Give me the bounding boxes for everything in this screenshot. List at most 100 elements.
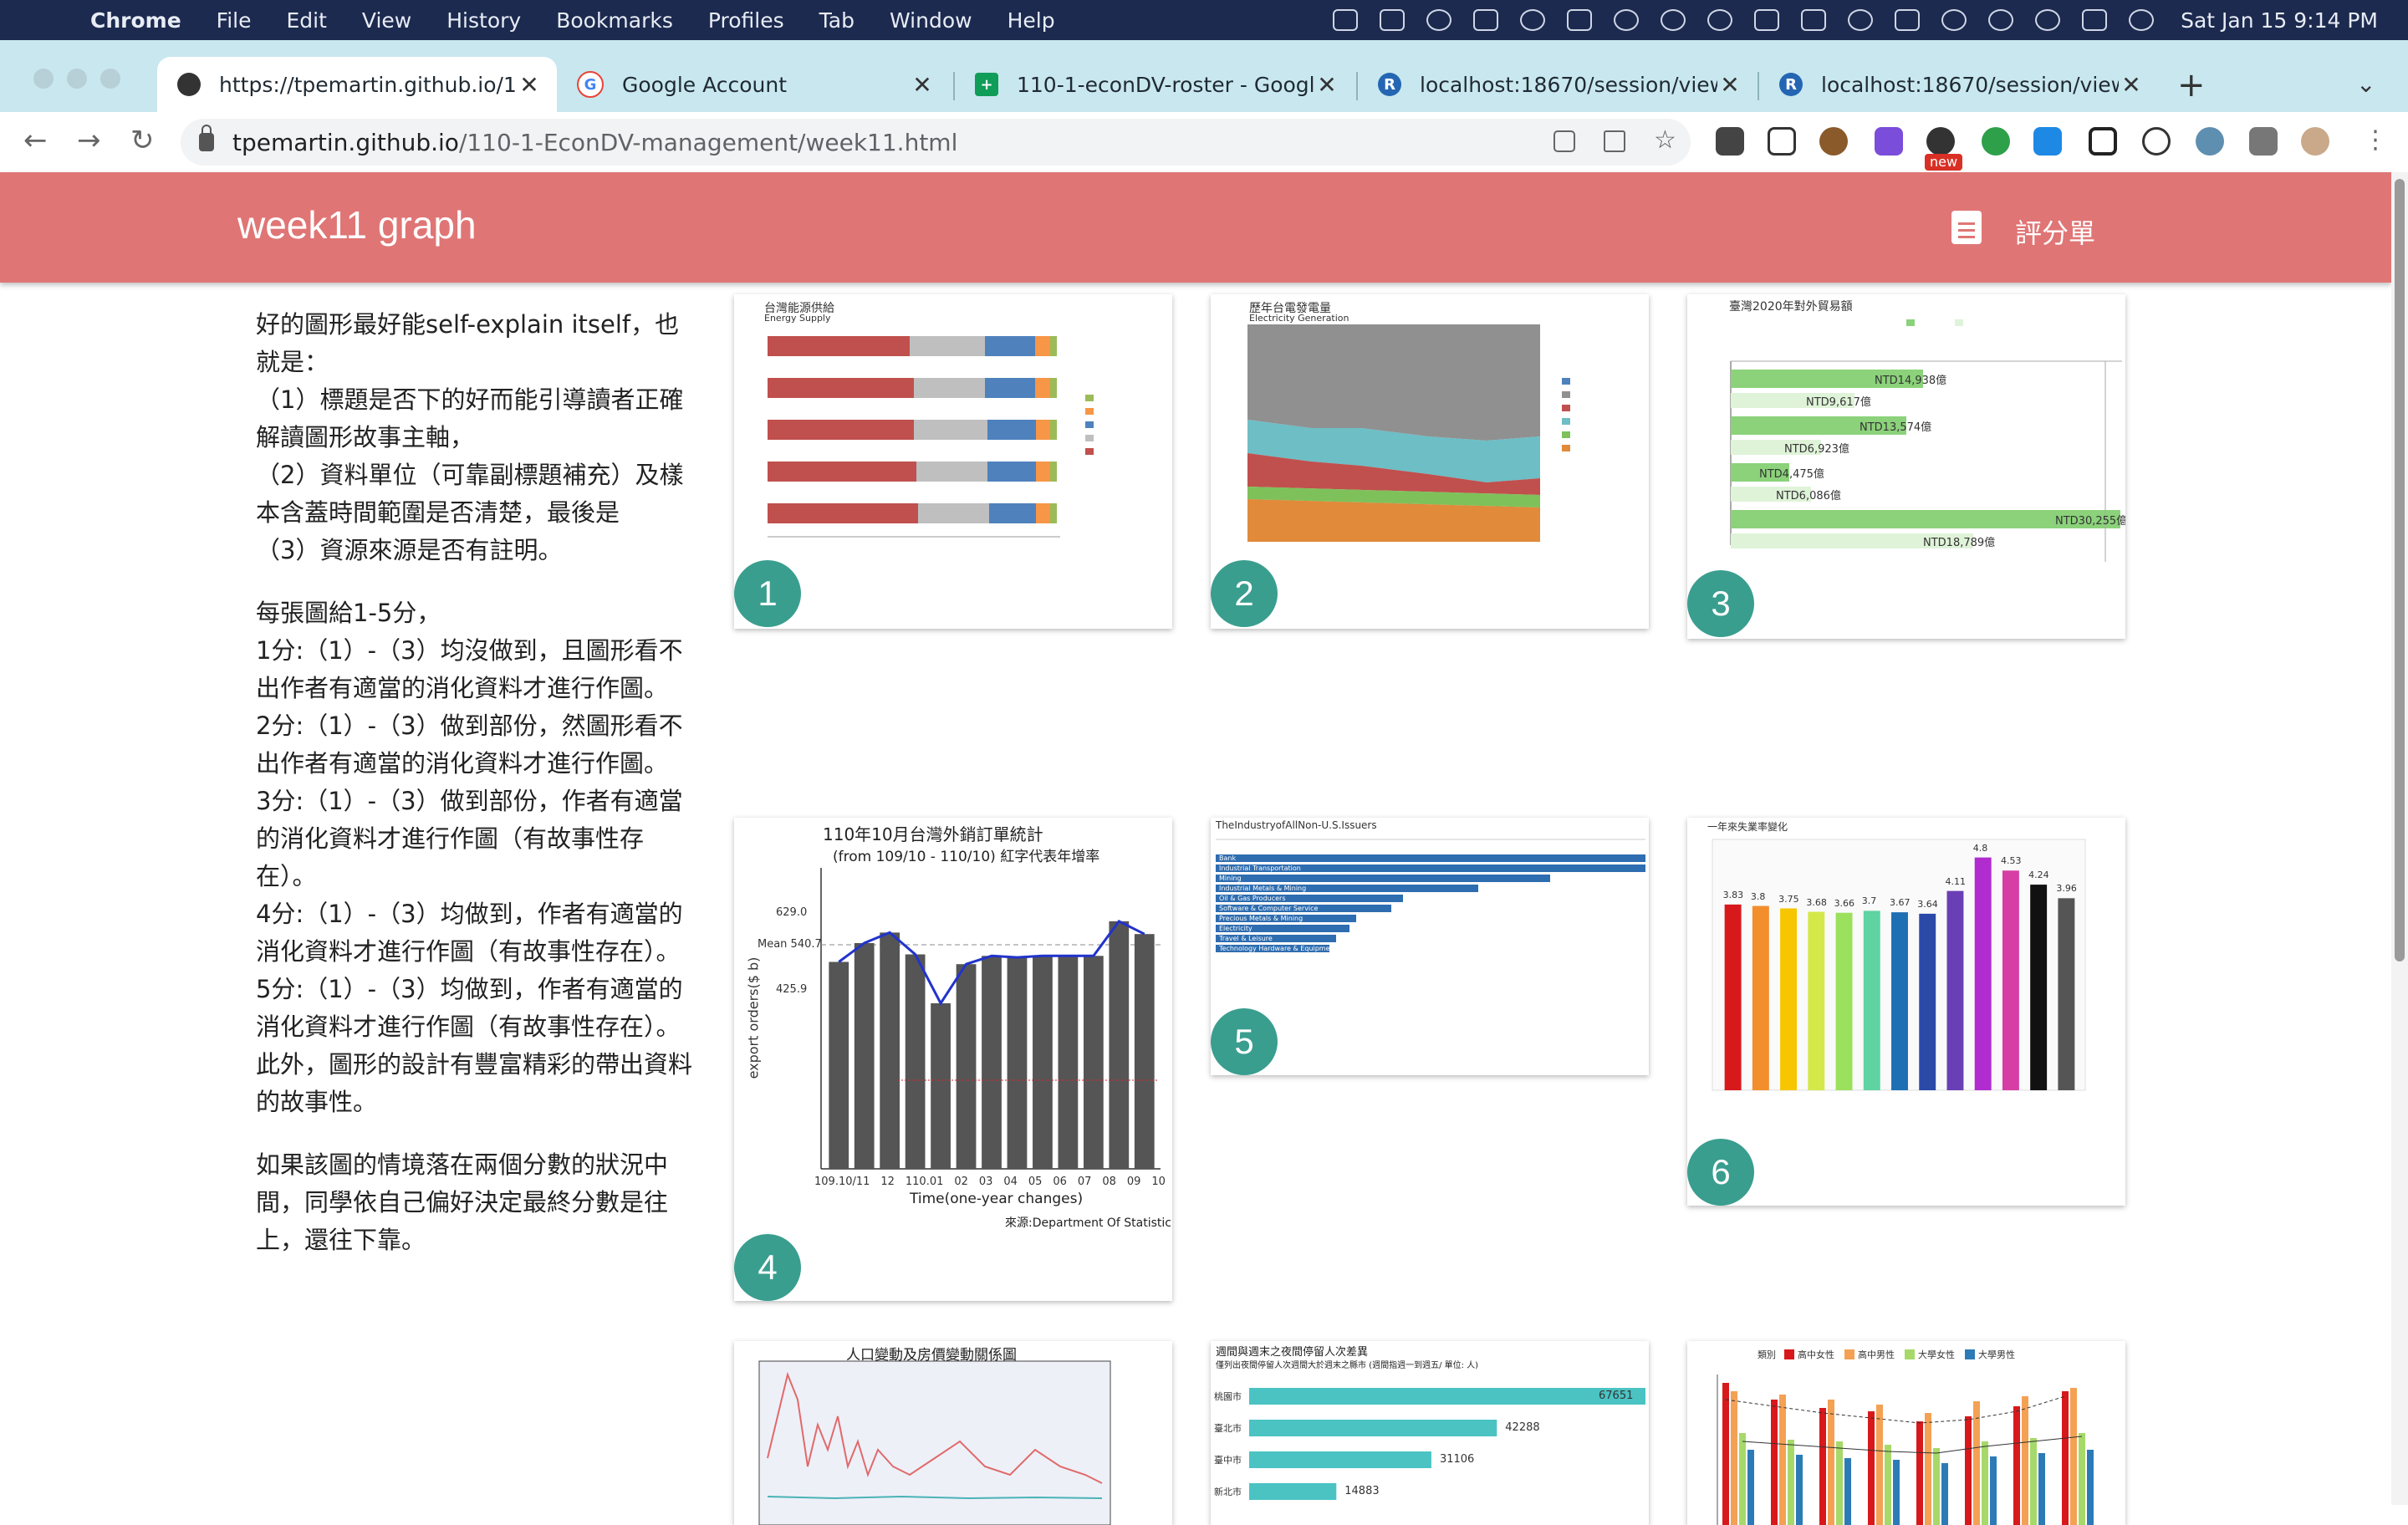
tab-localhost-2[interactable]: R localhost:18670/session/viewht ✕ [1759,57,2159,112]
pip-ext-icon[interactable] [1768,127,1796,156]
status-app-icon[interactable] [1333,9,1359,31]
user-icon[interactable] [1988,9,2014,31]
apple-icon[interactable] [28,6,57,34]
close-tab-icon[interactable]: ✕ [912,70,932,99]
graph-card-6[interactable]: 一年來失業率變化 3.83 3.8 3.75 3.68 3.66 3.7 3.67 3.64 4… [1687,818,2125,1206]
scrollbar-thumb[interactable] [2395,179,2405,961]
translate-icon[interactable] [1553,130,1575,152]
tab-localhost-1[interactable]: R localhost:18670/session/viewht ✕ [1358,57,1758,112]
bar-label: Bank [1219,854,1237,862]
window-zoom-button[interactable] [100,69,120,89]
close-tab-icon[interactable]: ✕ [519,70,539,99]
menu-help[interactable]: Help [1007,8,1055,33]
page-title[interactable]: week11 graph [237,203,477,247]
owl-ext-icon[interactable] [1819,127,1848,156]
menu-view[interactable]: View [361,8,412,33]
legend [1562,378,1570,451]
page-header: week11 graph 評分單 [0,172,2391,283]
export-bar [1033,956,1053,1169]
airdrop-icon[interactable] [1707,9,1733,31]
graph-card-2[interactable]: 歷年台電發電量 Electricity Generation 2 [1211,294,1649,629]
menu-clock[interactable]: Sat Jan 15 9:14 PM [2181,8,2378,33]
forward-icon[interactable]: → [77,124,101,157]
profile-avatar[interactable] [2301,127,2329,156]
graph-6-plot [1712,839,2086,1091]
bitly-ext-icon[interactable] [1875,127,1903,156]
export-bar [982,956,1002,1169]
value-label: 31106 [1439,1453,1475,1466]
wifi-icon[interactable] [1941,9,1967,31]
window-minimize-button[interactable] [67,69,87,89]
bluetooth-icon[interactable] [1848,9,1874,31]
address-bar[interactable]: tpemartin.github.io /110-1-EconDV-manage… [181,119,1691,166]
star-icon[interactable]: ☆ [1654,125,1676,155]
sheets-icon: + [975,73,998,96]
grammar-ext-icon[interactable] [1982,127,2010,156]
menu-app-name[interactable]: Chrome [90,8,181,33]
menu-profiles[interactable]: Profiles [707,8,784,33]
back-icon[interactable]: ← [23,124,48,157]
dropbox-icon[interactable] [1380,9,1406,31]
sync-icon[interactable] [1426,9,1452,31]
bar-label: Software & Computer Service [1219,905,1319,912]
menu-window[interactable]: Window [889,8,972,33]
status-app-icon[interactable] [1473,9,1499,31]
ext-icon[interactable] [2196,127,2224,156]
menu-tab[interactable]: Tab [819,8,855,33]
close-tab-icon[interactable]: ✕ [1720,70,1740,99]
value-label: 4.53 [2000,855,2022,867]
tab-week11[interactable]: https://tpemartin.github.io/110- ✕ [157,57,557,112]
puzzle-icon[interactable] [2249,127,2278,156]
hypothesis-ext-icon[interactable] [1716,127,1744,156]
legend-item: 高中女性 [1798,1349,1834,1360]
ext-icon[interactable] [1926,127,1955,156]
value-label: 3.83 [1722,889,1744,900]
battery-icon[interactable] [1895,9,1921,31]
grading-sheet-link[interactable]: 評分單 [2015,217,2096,249]
x-tick: 110.01 [905,1176,944,1188]
tab-roster-sheet[interactable]: + 110-1-econDV-roster - Google ✕ [955,57,1354,112]
siri-icon[interactable] [2129,9,2155,31]
image-capture-icon[interactable] [1567,9,1593,31]
graph-card-3[interactable]: 臺灣2020年對外貿易額 NTD14,938億 NTD9,617億 NTD13,… [1687,294,2125,639]
close-tab-icon[interactable]: ✕ [1317,70,1337,99]
play-icon[interactable] [1614,9,1640,31]
mute-icon[interactable] [1801,9,1827,31]
window-close-button[interactable] [33,69,54,89]
close-tab-icon[interactable]: ✕ [2121,70,2141,99]
vimeo-ext-icon[interactable] [2033,127,2062,156]
menu-bookmarks[interactable]: Bookmarks [556,8,673,33]
menu-history[interactable]: History [446,8,522,33]
graph-card-5[interactable]: TheIndustryofAllNon-U.S.Issuers Bank Ind… [1211,818,1649,1075]
night-stay-bar [1249,1483,1337,1500]
status-app-icon[interactable] [1520,9,1546,31]
search-icon[interactable] [2035,9,2061,31]
x-tick: 06 [1053,1176,1067,1188]
more-menu-icon[interactable]: ⋮ [2363,125,2388,155]
graph-card-7[interactable]: 人口變動及房價變動關係圖 [734,1341,1172,1525]
menu-file[interactable]: File [216,8,252,33]
moon-icon[interactable] [1661,9,1686,31]
square-ext-icon[interactable] [2089,127,2117,156]
tab-title: 110-1-econDV-roster - Google [1017,72,1314,97]
chevron-down-icon[interactable]: ⌄ [2356,70,2376,98]
share-icon[interactable] [1604,130,1625,152]
graph-card-8[interactable]: 週間與週末之夜間停留人次差異 僅列出夜間停留人次週間大於週末之縣市 (週間指週一… [1211,1341,1649,1525]
graph-1-plot [768,336,1094,538]
lock-icon[interactable] [199,125,214,151]
clipboard-icon[interactable] [1951,211,1982,244]
control-center-icon[interactable] [2082,9,2108,31]
graph-card-1[interactable]: 台灣能源供給 Energy Supply 1 [734,294,1172,629]
timer-ext-icon[interactable] [2142,127,2171,156]
value-label: 14883 [1344,1485,1380,1497]
status-app-icon[interactable] [1754,9,1780,31]
tick-label: 425.9 [776,983,808,996]
graph-number-badge: 3 [1687,570,1754,637]
graph-card-9[interactable]: 類別 高中女性 高中男性 大學女性 大學男性 [1687,1341,2125,1525]
new-tab-icon[interactable]: + [2177,66,2206,105]
legend-swatch [1844,1349,1854,1359]
tab-google-account[interactable]: G Google Account ✕ [557,57,950,112]
reload-icon[interactable]: ↻ [130,124,155,157]
menu-edit[interactable]: Edit [286,8,327,33]
graph-card-4[interactable]: 110年10月台灣外銷訂單統計 (from 109/10 - 110/10) 紅… [734,818,1172,1301]
